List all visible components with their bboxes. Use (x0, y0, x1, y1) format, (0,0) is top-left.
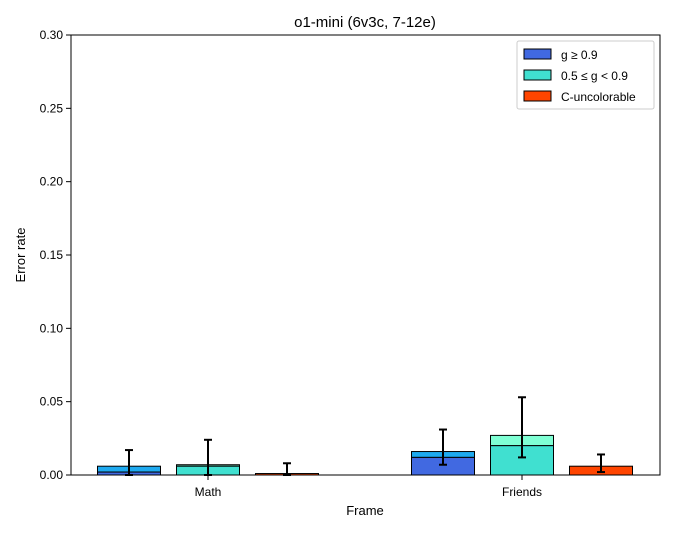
y-tick-label: 0.05 (40, 395, 64, 409)
legend-label: C-uncolorable (561, 90, 636, 104)
y-axis-label: Error rate (13, 228, 28, 283)
legend-label: 0.5 ≤ g < 0.9 (561, 69, 628, 83)
y-tick-label: 0.25 (40, 101, 64, 115)
y-tick-label: 0.00 (40, 468, 64, 482)
plot-area: 0.00 0.05 0.10 0.15 0.20 0.25 0.30 Math Friends (40, 28, 633, 499)
x-tick-label: Friends (502, 485, 542, 499)
chart-title: o1-mini (6v3c, 7-12e) (294, 14, 436, 31)
legend-label: g ≥ 0.9 (561, 48, 598, 62)
y-tick-label: 0.15 (40, 248, 64, 262)
x-axis-label: Frame (346, 503, 384, 518)
plot-frame (70, 34, 661, 476)
y-tick-label: 0.20 (40, 175, 64, 189)
legend-swatch (523, 90, 552, 102)
legend-swatch (523, 48, 552, 60)
y-tick-label: 0.10 (40, 321, 64, 335)
legend-swatch (523, 69, 552, 81)
y-tick-label: 0.30 (40, 28, 64, 42)
x-tick-label: Math (195, 485, 222, 499)
legend: g ≥ 0.9 0.5 ≤ g < 0.9 C-uncolorable (516, 40, 655, 110)
